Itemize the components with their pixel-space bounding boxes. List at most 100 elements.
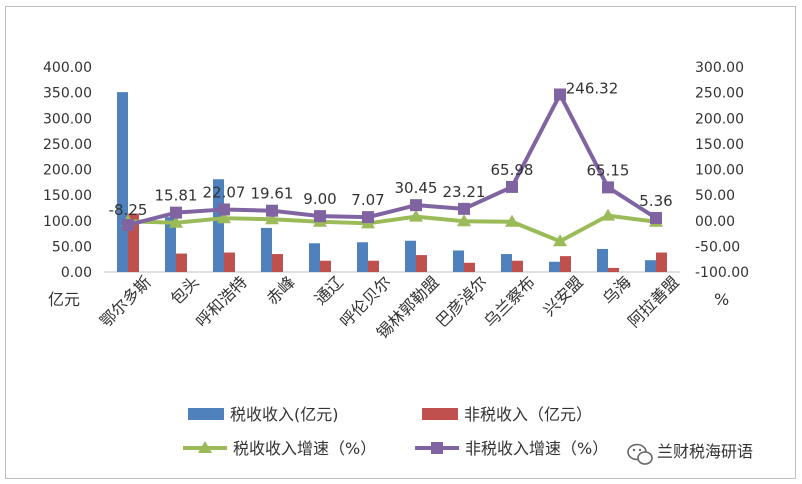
square-marker bbox=[458, 202, 470, 215]
category-label: 乌兰察布 bbox=[480, 272, 539, 331]
line-tax-growth bbox=[127, 213, 657, 244]
data-label: 23.21 bbox=[443, 183, 486, 201]
triangle-marker bbox=[265, 212, 279, 225]
left-axis-unit: 亿元 bbox=[48, 290, 80, 309]
triangle-marker bbox=[457, 214, 471, 227]
square-marker bbox=[266, 204, 278, 217]
right-tick-label: 00.00 bbox=[695, 214, 735, 230]
bar-tax bbox=[261, 227, 272, 272]
data-label: 7.07 bbox=[351, 191, 384, 209]
triangle-marker bbox=[553, 234, 567, 247]
bar-tax bbox=[597, 248, 608, 272]
category-label: 兴安盟 bbox=[539, 272, 586, 319]
square-marker bbox=[218, 203, 230, 216]
square-marker bbox=[650, 212, 662, 225]
category-label: 赤峰 bbox=[263, 272, 299, 308]
square-marker bbox=[410, 199, 422, 212]
bar-nontax bbox=[368, 260, 379, 272]
square-marker bbox=[362, 211, 374, 224]
category-label: 巴彦淖尔 bbox=[432, 272, 491, 331]
legend-label: 非税收入（亿元） bbox=[464, 405, 592, 424]
legend-marker bbox=[198, 441, 212, 453]
bar-tax bbox=[309, 243, 320, 272]
bars bbox=[117, 92, 667, 272]
left-tick-label: 350.00 bbox=[43, 86, 92, 102]
right-tick-label: 50.00 bbox=[695, 188, 735, 204]
bar-nontax bbox=[656, 252, 667, 272]
left-tick-label: 400.00 bbox=[43, 60, 92, 76]
data-label: 65.98 bbox=[491, 161, 534, 179]
lines bbox=[121, 88, 663, 247]
data-label: 246.32 bbox=[566, 80, 619, 98]
data-label: 15.81 bbox=[155, 187, 198, 205]
triangle-marker bbox=[409, 209, 423, 222]
bar-nontax bbox=[560, 256, 571, 272]
square-marker bbox=[314, 210, 326, 223]
bar-nontax bbox=[224, 252, 235, 272]
bar-tax bbox=[549, 261, 560, 272]
triangle-marker bbox=[505, 214, 519, 227]
left-tick-label: 0.00 bbox=[61, 265, 92, 281]
watermark: 兰财税海研语 bbox=[627, 442, 753, 465]
triangle-marker bbox=[217, 211, 231, 224]
left-tick-label: 50.00 bbox=[52, 239, 92, 255]
bar-tax bbox=[213, 179, 224, 272]
data-label: 22.07 bbox=[203, 183, 246, 201]
bar-tax bbox=[357, 242, 368, 272]
legend-swatch bbox=[422, 408, 458, 420]
right-tick-label: 250.00 bbox=[695, 86, 744, 102]
category-label: 呼和浩特 bbox=[192, 272, 251, 331]
category-label: 通辽 bbox=[311, 272, 347, 308]
legend-label: 税收收入(亿元) bbox=[230, 405, 339, 424]
category-label: 包头 bbox=[167, 272, 203, 308]
legend-swatch bbox=[188, 408, 224, 420]
category-label: 乌海 bbox=[599, 272, 635, 308]
left-tick-label: 300.00 bbox=[43, 111, 92, 127]
square-marker bbox=[602, 181, 614, 194]
line-nontax-growth bbox=[127, 92, 658, 227]
square-marker bbox=[122, 218, 134, 231]
category-label: 鄂尔多斯 bbox=[96, 272, 155, 331]
bar-nontax bbox=[320, 260, 331, 272]
wechat-icon bbox=[627, 443, 653, 465]
right-tick-label: -50.00 bbox=[695, 239, 740, 255]
data-label: 30.45 bbox=[395, 179, 438, 197]
bar-tax bbox=[165, 217, 176, 272]
data-labels: -8.25 15.81 22.07 19.61 9.00 7.07 30.45 23.21 65… bbox=[109, 80, 673, 219]
legend-label: 非税收入增速（%） bbox=[465, 439, 608, 458]
bar-nontax bbox=[128, 213, 139, 272]
right-tick-label: 200.00 bbox=[695, 111, 744, 127]
bar-nontax bbox=[176, 253, 187, 272]
triangle-marker bbox=[169, 215, 183, 228]
square-marker bbox=[554, 88, 566, 101]
left-tick-label: 150.00 bbox=[43, 188, 92, 204]
triangle-marker bbox=[601, 208, 615, 221]
bar-nontax bbox=[272, 254, 283, 272]
right-axis-unit: % bbox=[714, 290, 729, 309]
right-tick-label: 100.00 bbox=[695, 163, 744, 179]
bar-nontax bbox=[464, 262, 475, 272]
left-tick-label: 200.00 bbox=[43, 163, 92, 179]
legend-label: 税收收入增速（%） bbox=[233, 439, 376, 458]
bar-tax bbox=[645, 260, 656, 272]
legend: 税收收入(亿元) 非税收入（亿元） 税收收入增速（%） 非税收入增速（%） bbox=[183, 405, 608, 458]
left-tick-label: 250.00 bbox=[43, 137, 92, 153]
bar-tax bbox=[117, 92, 128, 272]
bar-tax bbox=[405, 240, 416, 272]
right-tick-label: 150.00 bbox=[695, 137, 744, 153]
right-tick-label: -100.00 bbox=[695, 265, 749, 281]
data-label: 5.36 bbox=[639, 192, 672, 210]
square-marker bbox=[170, 206, 182, 219]
data-label: 65.15 bbox=[587, 161, 630, 179]
bar-tax bbox=[453, 250, 464, 272]
square-marker bbox=[506, 180, 518, 193]
bar-tax bbox=[501, 254, 512, 272]
category-label: 阿拉善盟 bbox=[624, 272, 683, 331]
bar-nontax bbox=[416, 255, 427, 272]
right-tick-label: 300.00 bbox=[695, 60, 744, 76]
data-label: 9.00 bbox=[303, 190, 336, 208]
left-tick-label: 100.00 bbox=[43, 214, 92, 230]
bar-nontax bbox=[512, 260, 523, 272]
bar-nontax bbox=[608, 267, 619, 272]
